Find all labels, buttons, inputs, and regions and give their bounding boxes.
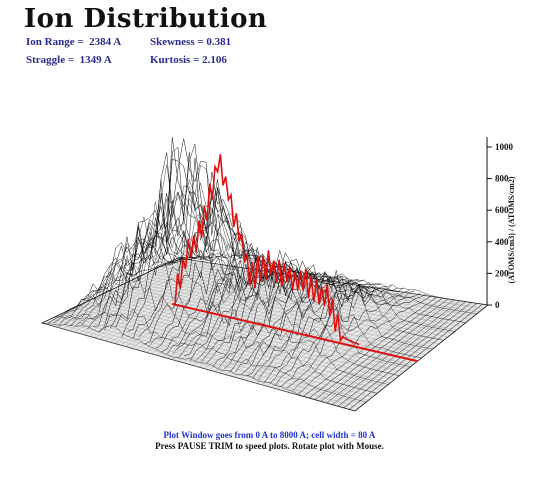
- floor-grid-line: [114, 288, 426, 355]
- surface-slice: [161, 259, 297, 353]
- floor-grid-line: [82, 303, 395, 380]
- surface-ridge: [109, 185, 422, 359]
- surface-slice: [184, 247, 319, 356]
- z-axis-tick-label: 600: [495, 205, 509, 215]
- floor-grid-line: [141, 275, 453, 334]
- surface-slice: [189, 249, 325, 362]
- surface-slice: [212, 260, 348, 368]
- surface-slice: [93, 180, 229, 328]
- floor-grid-line: [100, 294, 413, 366]
- z-axis-tick-label: 200: [495, 268, 509, 278]
- z-axis-tick-label: 0: [495, 300, 500, 310]
- surface-slice: [223, 264, 359, 369]
- floor-grid-line: [51, 318, 364, 405]
- floor-grid-line: [150, 270, 462, 327]
- z-axis-tick-label: 800: [495, 174, 509, 184]
- floor-grid-line: [46, 320, 360, 408]
- surface-ridge: [41, 322, 356, 412]
- surface-ridge: [132, 182, 444, 341]
- surface-slice: [47, 257, 184, 324]
- surface-slice: [286, 292, 421, 389]
- plot-floor-grid: [40, 257, 489, 412]
- page-title: Ion Distribution: [24, 4, 268, 34]
- floor-grid-line: [96, 296, 409, 369]
- floor-grid-line: [105, 292, 418, 362]
- surface-ridge: [98, 164, 411, 367]
- floor-grid-line: [119, 285, 431, 352]
- surface-slice: [263, 281, 398, 383]
- floor-grid-line: [87, 301, 400, 376]
- profile-baseline: [172, 303, 418, 363]
- surface-slice: [155, 250, 291, 349]
- mean-profile-line: [172, 154, 418, 363]
- ion-range-stat: Ion Range = 2384 A: [26, 36, 122, 48]
- surface-slice: [149, 236, 286, 345]
- surface-slice: [229, 272, 365, 373]
- floor-grid-line: [146, 272, 457, 330]
- surface-slice: [252, 270, 387, 379]
- surface-slice: [292, 294, 427, 392]
- surface-ridge: [64, 275, 378, 394]
- surface-slice: [70, 222, 207, 327]
- z-axis-tick-label: 400: [495, 237, 509, 247]
- surface-slice: [81, 206, 218, 326]
- profile-curve: [172, 154, 360, 346]
- surface-ridge: [166, 239, 477, 314]
- floor-grid-line: [155, 268, 466, 323]
- surface-slice: [269, 283, 404, 384]
- surface-slice: [121, 138, 257, 338]
- plot-window-note: Plot Window goes from 0 A to 8000 A; cel…: [163, 430, 376, 440]
- surface-slice: [280, 288, 415, 387]
- surface-slice: [104, 136, 241, 331]
- distribution-surface: [41, 136, 489, 412]
- surface-ridge: [87, 217, 400, 376]
- z-axis-tick-label: 1000: [495, 142, 514, 152]
- surface-slice: [98, 158, 235, 333]
- kurtosis-stat: Kurtosis = 2.106: [150, 54, 227, 66]
- floor-grid-line: [109, 290, 422, 359]
- surface-slice: [201, 259, 336, 362]
- floor-grid-line: [73, 307, 387, 387]
- surface-ridge: [53, 308, 367, 403]
- surface-ridge: [177, 253, 489, 306]
- skewness-stat: Skewness = 0.381: [150, 36, 232, 48]
- straggle-stat: Straggle = 1349 A: [26, 54, 112, 66]
- surface-slice: [178, 257, 314, 358]
- surface-slice: [138, 193, 274, 338]
- speed-hint: Press PAUSE TRIM to speed plots. Rotate …: [155, 441, 384, 451]
- surface-ridge: [75, 236, 389, 385]
- surface-slice: [309, 297, 444, 399]
- z-axis: 0 200 400 600 800 1000: [486, 137, 514, 310]
- surface-slice: [235, 276, 370, 372]
- y-axis-label: (ATOMS/cm3) / (ATOMS/cm2): [507, 176, 516, 283]
- surface-slice: [127, 157, 263, 332]
